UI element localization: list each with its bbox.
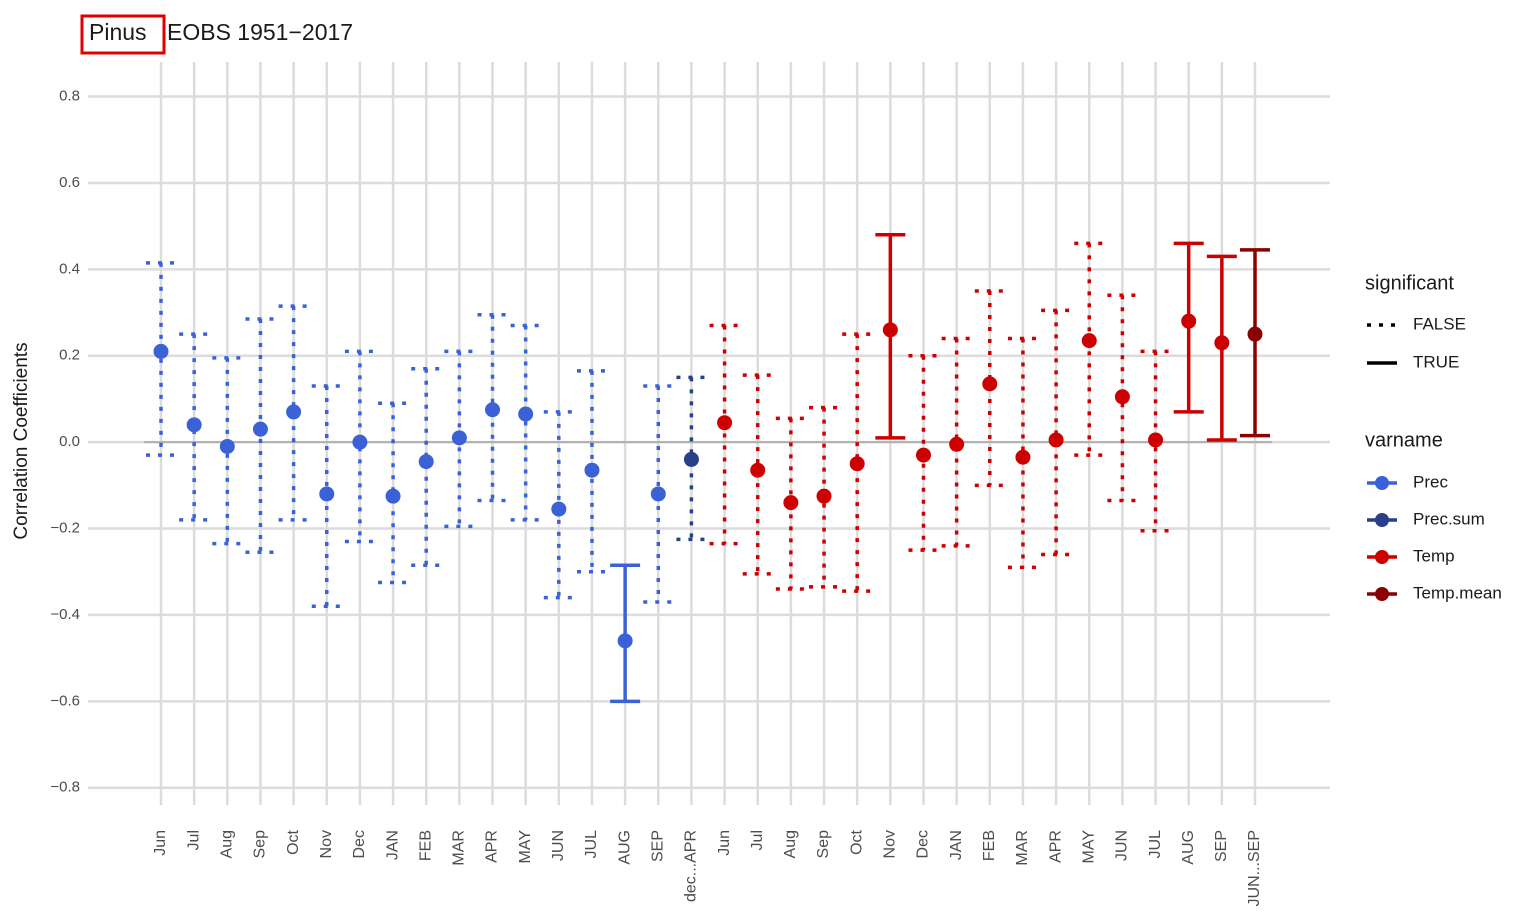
y-tick-label: −0.4 <box>50 606 80 623</box>
x-tick-label: Jun <box>152 830 169 856</box>
title-highlight-box <box>80 14 166 55</box>
x-tick-label: MAY <box>1080 830 1097 864</box>
point <box>982 376 998 392</box>
x-tick-label: dec...APR <box>683 830 700 902</box>
x-tick-label: FEB <box>417 830 434 861</box>
point <box>385 488 401 504</box>
point <box>319 486 335 502</box>
x-tick-label: Aug <box>219 830 236 858</box>
x-tick-label: FEB <box>981 830 998 861</box>
point <box>418 454 434 470</box>
x-tick-label: Oct <box>285 829 302 854</box>
point <box>451 430 467 446</box>
point <box>750 462 766 478</box>
point <box>1247 326 1263 342</box>
x-tick-label: JUL <box>583 830 600 859</box>
x-tick-label: Dec <box>915 830 932 858</box>
point <box>485 402 501 418</box>
x-tick-label: MAR <box>451 830 468 866</box>
point <box>949 436 965 452</box>
legend-label: Prec.sum <box>1413 509 1485 528</box>
y-tick-label: 0.8 <box>59 88 80 105</box>
x-tick-label: APR <box>484 830 501 863</box>
point <box>252 421 268 437</box>
x-tick-label: JAN <box>384 830 401 860</box>
y-axis-label: Correlation Coefficients <box>11 342 32 539</box>
y-tick-label: 0.6 <box>59 174 80 191</box>
y-tick-label: 0.4 <box>59 260 80 277</box>
x-tick-label: Oct <box>848 829 865 854</box>
point <box>551 501 567 517</box>
point <box>783 495 799 511</box>
point <box>352 434 368 450</box>
legend-key-dot <box>1375 587 1389 601</box>
x-tick-label: Sep <box>815 830 832 859</box>
point <box>584 462 600 478</box>
x-tick-label: MAY <box>517 830 534 864</box>
point <box>1181 313 1197 329</box>
x-tick-label: Aug <box>782 830 799 858</box>
point <box>683 451 699 467</box>
point <box>617 633 633 649</box>
point <box>915 447 931 463</box>
legend-label: Prec <box>1413 472 1448 491</box>
x-tick-label: MAR <box>1014 830 1031 866</box>
point <box>1114 389 1130 405</box>
point <box>1048 432 1064 448</box>
x-tick-label: APR <box>1047 830 1064 863</box>
y-tick-label: 0.0 <box>59 433 80 450</box>
x-tick-label: JUN...SEP <box>1246 830 1263 906</box>
point <box>849 456 865 472</box>
legend-title: significant <box>1365 272 1454 294</box>
y-tick-label: −0.6 <box>50 692 80 709</box>
x-tick-label: AUG <box>1180 830 1197 865</box>
legend-key-dot <box>1375 513 1389 527</box>
chart-title: EOBS 1951−2017 <box>167 19 353 45</box>
point <box>882 322 898 338</box>
x-tick-label: Dec <box>351 830 368 858</box>
legend-key-dot <box>1375 476 1389 490</box>
y-tick-label: −0.8 <box>50 779 80 796</box>
x-tick-label: Jul <box>185 830 202 850</box>
x-tick-label: Jul <box>749 830 766 850</box>
legend-title: varname <box>1365 429 1443 451</box>
x-tick-label: SEP <box>1213 830 1230 862</box>
point <box>650 486 666 502</box>
x-tick-label: JUL <box>1147 830 1164 859</box>
point <box>186 417 202 433</box>
legend-label: Temp.mean <box>1413 583 1502 602</box>
point <box>518 406 534 422</box>
point <box>1015 449 1031 465</box>
point <box>717 415 733 431</box>
legend-label: TRUE <box>1413 352 1459 371</box>
x-tick-label: SEP <box>649 830 666 862</box>
title-highlight: Pinus <box>89 19 147 45</box>
x-tick-label: Nov <box>882 830 899 858</box>
y-tick-label: 0.2 <box>59 347 80 364</box>
point <box>1081 333 1097 349</box>
point <box>816 488 832 504</box>
x-tick-label: JUN <box>550 830 567 861</box>
x-tick-label: JUN <box>1114 830 1131 861</box>
point <box>153 343 169 359</box>
legend-label: FALSE <box>1413 314 1466 333</box>
x-tick-label: Nov <box>318 830 335 858</box>
point <box>286 404 302 420</box>
legend-key-dot <box>1375 550 1389 564</box>
x-tick-label: Jun <box>716 830 733 856</box>
legend-label: Temp <box>1413 546 1455 565</box>
point <box>1214 335 1230 351</box>
point <box>1148 432 1164 448</box>
y-tick-label: −0.2 <box>50 520 80 537</box>
x-tick-label: Sep <box>252 830 269 859</box>
x-tick-label: JAN <box>948 830 965 860</box>
point <box>219 438 235 454</box>
x-tick-label: AUG <box>616 830 633 865</box>
